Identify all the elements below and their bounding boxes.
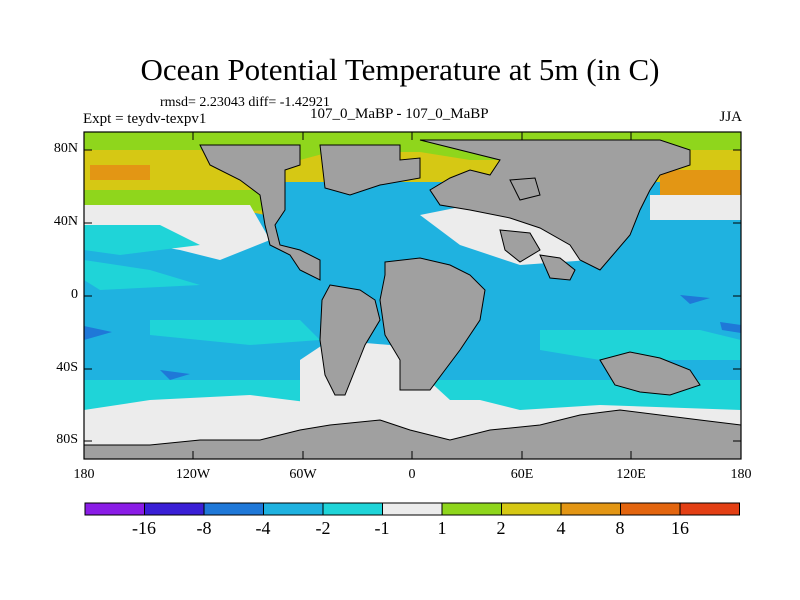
season-label: JJA [719,109,742,125]
y-tick-label: 80N [53,141,78,156]
colorbar-box [501,502,562,516]
cold-patch-1 [84,326,112,340]
north-pacific-slight [84,225,200,255]
land-south-america [319,284,381,396]
colorbar-box [560,502,621,516]
tick-marks [83,132,742,459]
colorbar-label: -16 [132,518,156,538]
indian-slight [540,330,741,360]
x-tick-label: 60W [289,467,317,482]
y-tick-label: 40N [53,214,78,229]
ne-asia-neutral [650,195,741,220]
comparison-label: 107_0_MaBP - 107_0_MaBP [310,106,489,122]
colorbar-box [84,502,145,516]
colorbar-label: -1 [374,518,390,538]
land-north-america [199,144,321,281]
land-se-asia [539,254,576,281]
colorbar-label: -2 [315,518,331,538]
colorbar-label: 4 [556,518,566,538]
plot-title: Ocean Potential Temperature at 5m (in C) [140,52,660,87]
colorbar-box [322,502,383,516]
colorbar-label: 8 [615,518,625,538]
colorbar-label: 16 [671,518,689,538]
tropical-slight [150,320,320,345]
land-arctic-island [509,177,541,201]
colorbar-box [441,502,502,516]
cold-patch-2 [680,295,710,304]
land-greenland [319,144,421,196]
land-australia [599,351,701,396]
x-tick-label: 0 [408,467,416,482]
cold-patch-3 [720,322,741,333]
land-india [499,229,541,263]
land-eurasia [419,139,691,271]
land-masses [84,139,741,459]
pacific-slight [84,260,200,290]
experiment-label: Expt = teydv-texpv1 [83,111,207,127]
x-tick-label: 180 [730,467,752,482]
land-antarctica [84,409,741,459]
land-africa [379,257,486,391]
north-pacific-neutral [84,205,270,260]
x-tick-label: 120W [175,467,211,482]
colorbar-label: 1 [437,518,447,538]
stats-label: rmsd= 2.23043 diff= -1.42921 [160,95,330,110]
colorbar-box [144,502,205,516]
colorbar-label: 2 [496,518,506,538]
y-tick-label: 0 [71,287,78,302]
colorbar-box [620,502,681,516]
colorbar-label: -8 [196,518,212,538]
colorbar-label: -4 [255,518,271,538]
y-tick-label: 80S [56,432,78,447]
x-tick-label: 180 [73,467,95,482]
x-tick-label: 60E [510,467,534,482]
x-tick-label: 120E [616,467,646,482]
cold-patch-4 [160,370,190,380]
colorbar-box [203,502,264,516]
north-pacific-orange [90,165,150,180]
y-tick-label: 40S [56,360,78,375]
colorbar-box [263,502,324,516]
colorbar-box [679,502,740,516]
colorbar-box [382,502,443,516]
